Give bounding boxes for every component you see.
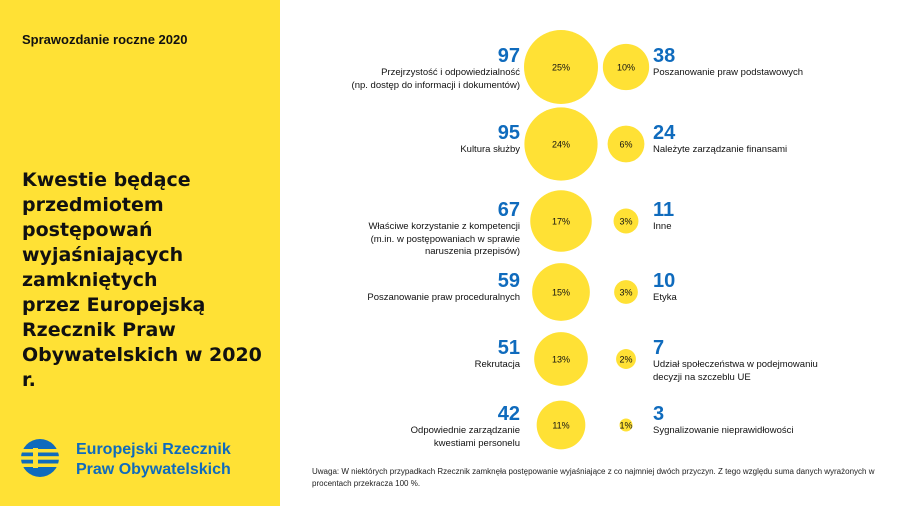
count-value-right: 3 [653, 403, 665, 425]
count-value-right: 24 [653, 122, 676, 144]
count-value-left: 97 [497, 45, 520, 67]
logo-text: Europejski Rzecznik Praw Obywatelskich [76, 441, 231, 478]
count-value-left: 51 [497, 337, 520, 359]
bubble-chart-svg: 25% 24% 17% 15% 13% 11% 10% 6% 3% 3% 2% 1% [524, 30, 650, 450]
bubble-percent-label: 3% [619, 288, 632, 298]
category-label-left: Właściwe korzystanie z kompetencji (m.in… [368, 221, 520, 257]
report-label: Sprawozdanie roczne 2020 [22, 32, 188, 47]
bubble-right [607, 125, 645, 163]
category-label-right: Poszanowanie praw podstawowych [653, 67, 803, 78]
bubble-percent-label: 1% [619, 421, 632, 431]
category-label-left: Rekrutacja [474, 359, 520, 370]
bubble-percent-label: 25% [552, 63, 570, 73]
count-value-left: 67 [497, 199, 520, 221]
bubble-left [530, 190, 592, 252]
bubble-percent-label: 3% [619, 217, 632, 227]
category-label-left: Poszanowanie praw proceduralnych [367, 292, 520, 303]
bubble-left [532, 263, 590, 321]
bubble-left [524, 30, 598, 104]
count-value-left: 59 [497, 270, 520, 292]
page-title: Kwestie będące przedmiotem postępowań wy… [22, 169, 262, 391]
bubble-percent-label: 10% [617, 63, 635, 73]
bubble-percent-label: 11% [552, 421, 569, 431]
category-label-right: Należyte zarządzanie finansami [653, 144, 788, 155]
count-value-right: 7 [653, 337, 665, 359]
left-panel: Sprawozdanie roczne 2020 Kwestie będące … [0, 0, 280, 506]
bubble-right [602, 43, 650, 91]
bubble-left [524, 107, 598, 181]
count-value-right: 38 [653, 45, 676, 67]
bubble-left [536, 400, 586, 450]
bubble-right [614, 280, 638, 304]
count-value-right: 10 [653, 270, 676, 292]
bubble-left [534, 332, 588, 386]
category-label-right: Inne [653, 221, 672, 232]
bubble-right [613, 208, 639, 234]
bubble-chart: 25% 24% 17% 15% 13% 11% 10% 6% 3% 3% 2% 1% 97 Przejr… [280, 0, 900, 506]
bubble-percent-label: 15% [552, 288, 570, 298]
count-value-right: 11 [653, 199, 675, 221]
bubble-percent-label: 24% [552, 140, 570, 150]
bubble-percent-label: 13% [552, 355, 570, 365]
count-value-left: 42 [497, 403, 520, 425]
footnote: Uwaga: W niektórych przypadkach Rzecznik… [312, 467, 875, 488]
ombudsman-logo-icon [20, 439, 60, 477]
bubble-right [619, 418, 633, 432]
category-label-right: Sygnalizowanie nieprawidłowości [653, 425, 794, 436]
bubble-percent-label: 2% [619, 355, 632, 365]
bubble-percent-label: 6% [619, 140, 632, 150]
category-label-left: Przejrzystość i odpowiedzialność (np. do… [351, 67, 520, 91]
count-value-left: 95 [497, 122, 520, 144]
category-label-right: Etyka [653, 292, 677, 303]
bubble-right [616, 349, 636, 369]
category-label-left: Kultura służby [460, 144, 520, 155]
bubble-percent-label: 17% [552, 217, 570, 227]
category-label-left: Odpowiednie zarządzanie kwestiami person… [410, 425, 520, 449]
category-label-right: Udział społeczeństwa w podejmowaniu decy… [653, 359, 818, 383]
